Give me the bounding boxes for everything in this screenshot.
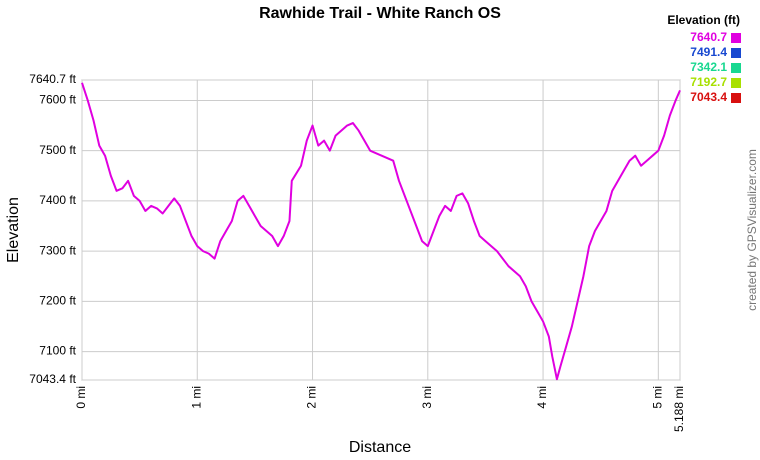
legend-swatch [731, 48, 741, 58]
x-axis-label: Distance [349, 439, 411, 456]
y-tick-label: 7300 ft [39, 243, 76, 257]
legend-swatch [731, 93, 741, 103]
y-tick-label: 7100 ft [39, 344, 76, 358]
x-tick-label: 2 mi [305, 386, 319, 409]
legend-label: 7192.7 [690, 75, 727, 89]
legend-title: Elevation (ft) [667, 13, 740, 27]
legend-swatch [731, 63, 741, 73]
legend-swatch [731, 33, 741, 43]
y-tick-label: 7043.4 ft [29, 372, 76, 386]
x-tick-label: 1 mi [189, 386, 203, 409]
x-tick-label: 5.188 mi [672, 386, 686, 432]
y-tick-label: 7600 ft [39, 93, 76, 107]
y-tick-label: 7200 ft [39, 294, 76, 308]
chart-title: Rawhide Trail - White Ranch OS [259, 5, 501, 22]
legend-label: 7043.4 [690, 90, 727, 104]
x-tick-label: 3 mi [420, 386, 434, 409]
elevation-line [81, 82, 681, 381]
legend-swatch [731, 78, 741, 88]
legend-label: 7342.1 [690, 60, 727, 74]
y-tick-label: 7400 ft [39, 193, 76, 207]
y-tick-label: 7500 ft [39, 143, 76, 157]
x-tick-label: 4 mi [535, 386, 549, 409]
y-axis-label: Elevation [5, 197, 22, 263]
x-tick-label: 5 mi [651, 386, 665, 409]
legend-label: 7640.7 [690, 30, 727, 44]
y-tick-label: 7640.7 ft [29, 72, 76, 86]
x-tick-label: 0 mi [74, 386, 88, 409]
legend-label: 7491.4 [690, 45, 727, 59]
credit: created by GPSVisualizer.com [745, 149, 759, 311]
